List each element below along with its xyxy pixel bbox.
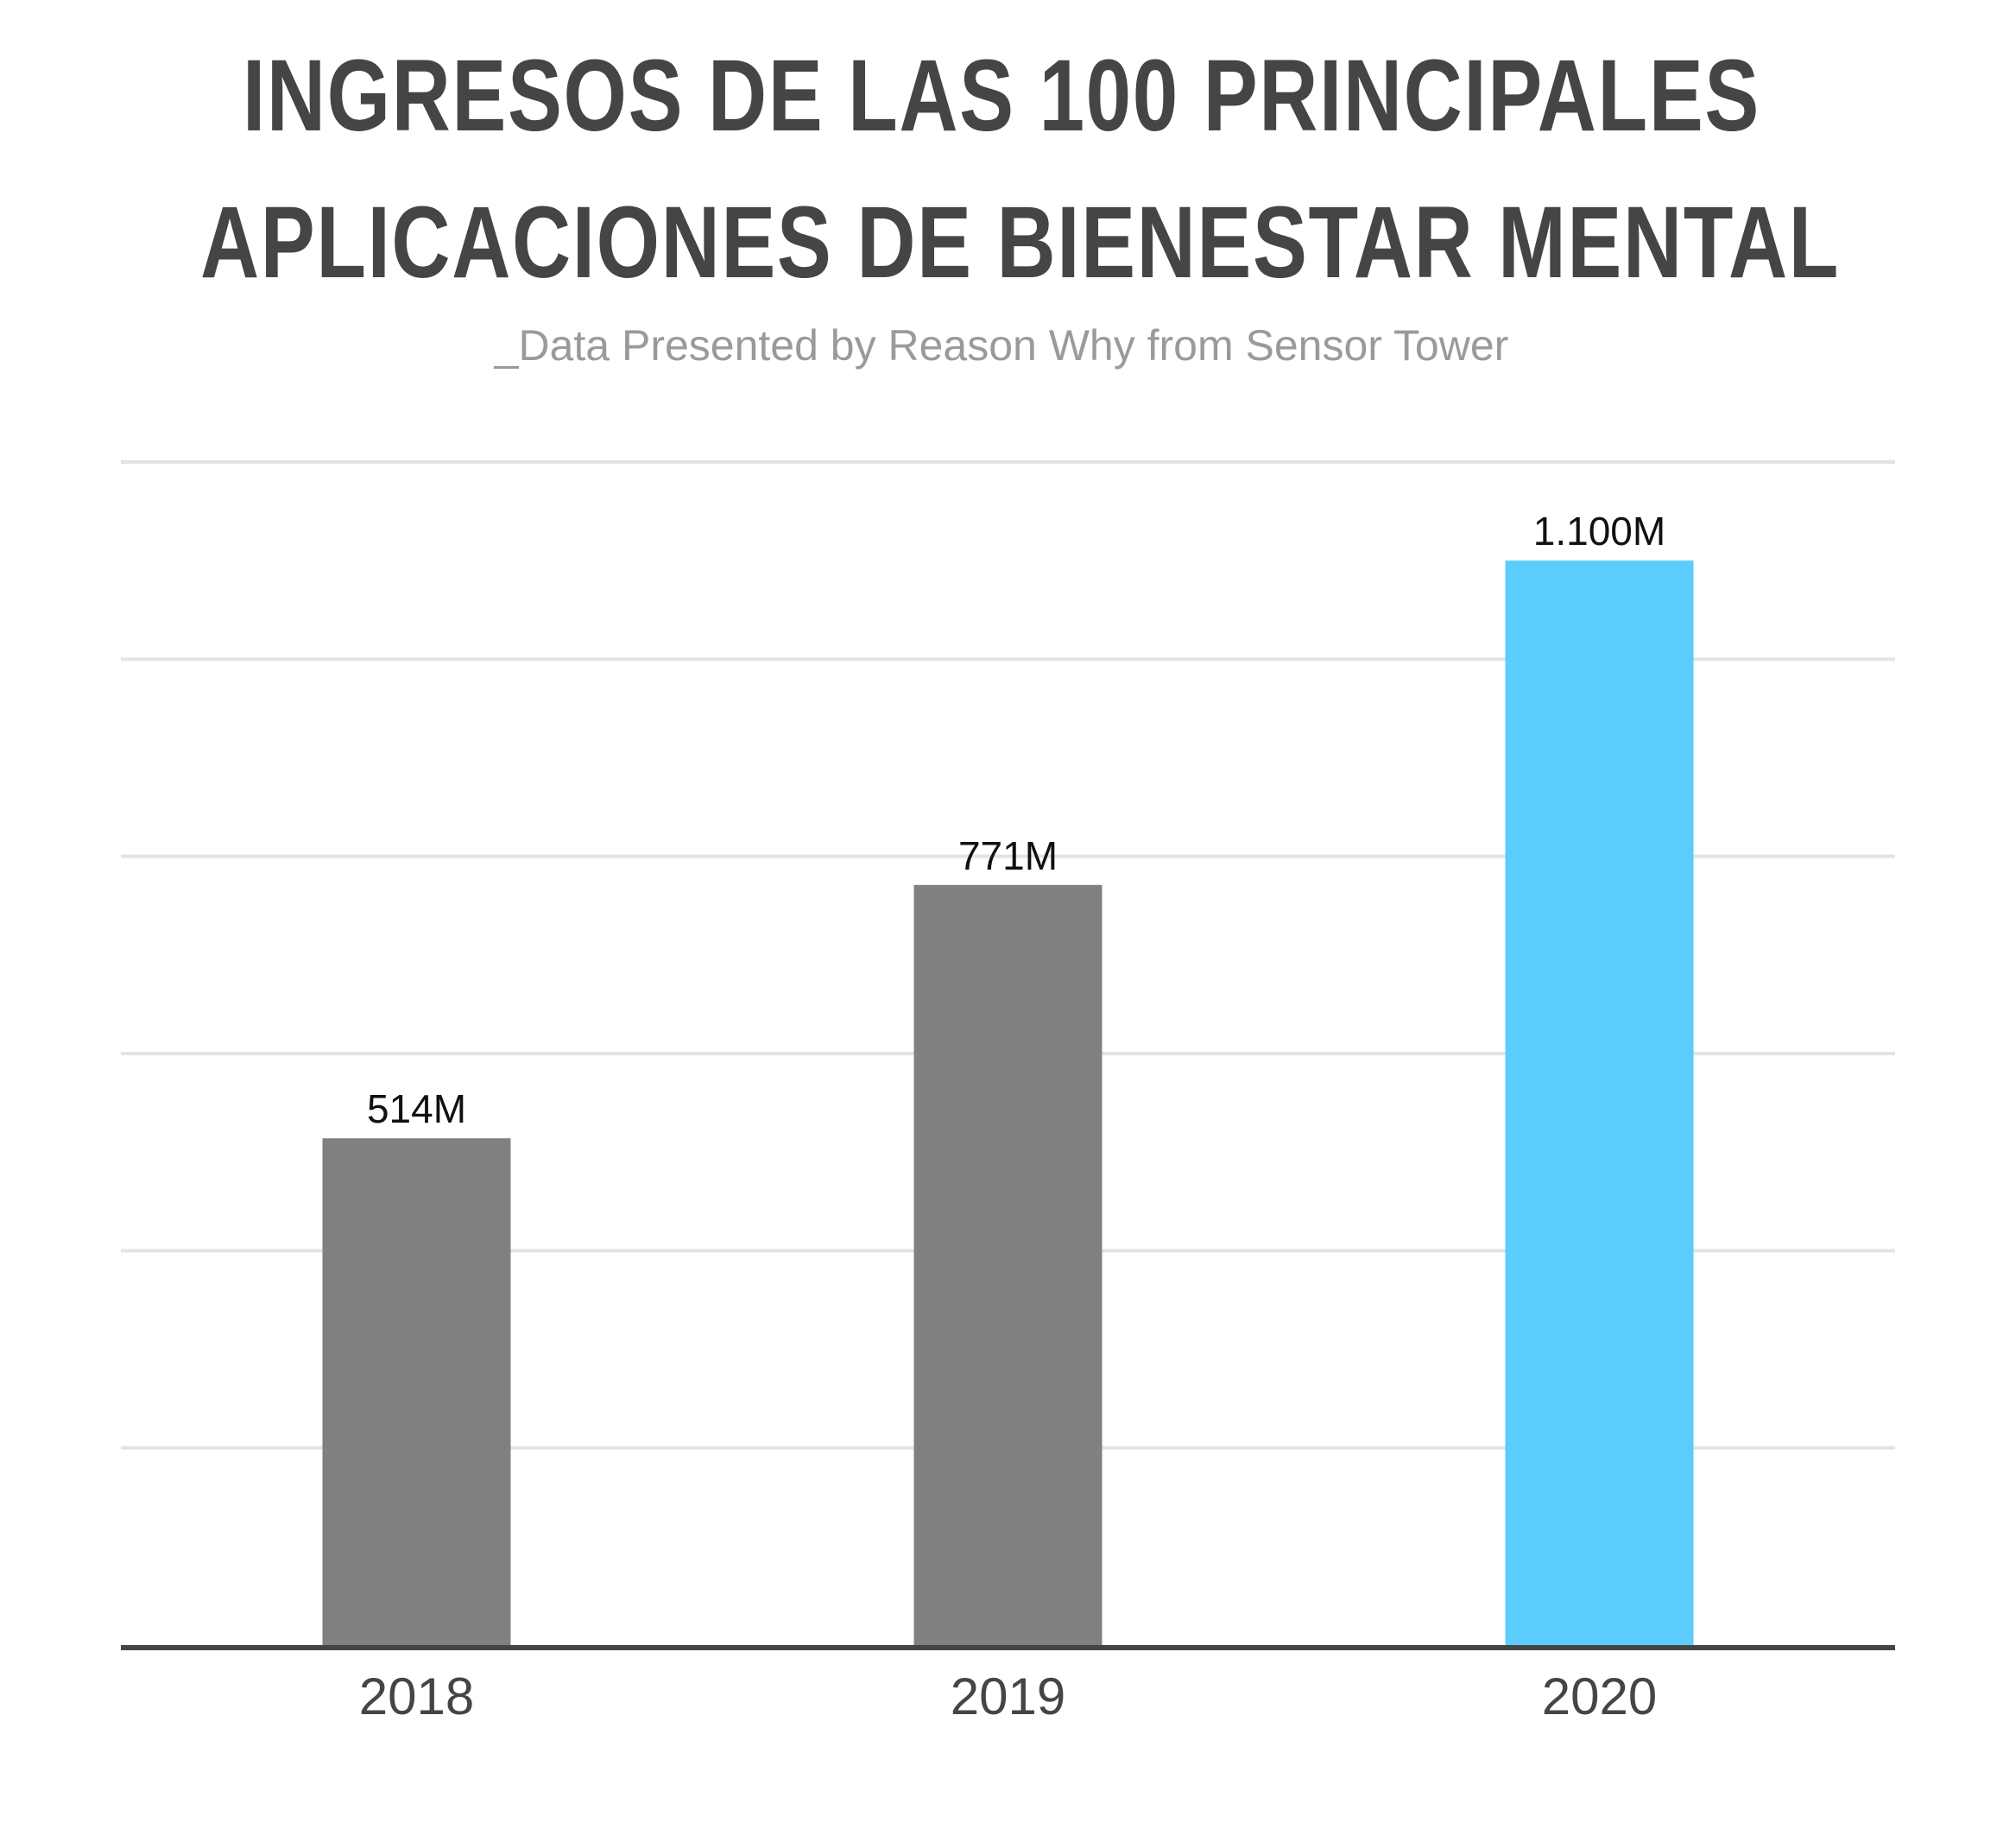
data-label-2018: 514M bbox=[367, 1086, 466, 1131]
x-tick-label-2019: 2019 bbox=[951, 1668, 1065, 1725]
chart-title-line-2: APLICACIONES DE BIENESTAR MENTAL bbox=[200, 186, 1841, 300]
data-labels: 514M 771M 1.100M bbox=[367, 509, 1665, 1131]
chart-title-line-1: INGRESOS DE LAS 100 PRINCIPALES bbox=[243, 39, 1760, 153]
bars bbox=[322, 560, 1694, 1645]
chart-subtitle: _Data Presented by Reason Why from Senso… bbox=[494, 321, 1509, 370]
data-label-2020: 1.100M bbox=[1533, 509, 1665, 554]
bar-2019 bbox=[913, 884, 1103, 1645]
bar-2020 bbox=[1505, 560, 1694, 1645]
bar-2018 bbox=[322, 1138, 511, 1645]
x-tick-label-2018: 2018 bbox=[359, 1668, 474, 1725]
data-label-2019: 771M bbox=[958, 833, 1058, 878]
x-axis-tick-labels: 2018 2019 2020 bbox=[359, 1668, 1657, 1725]
x-tick-label-2020: 2020 bbox=[1542, 1668, 1657, 1725]
